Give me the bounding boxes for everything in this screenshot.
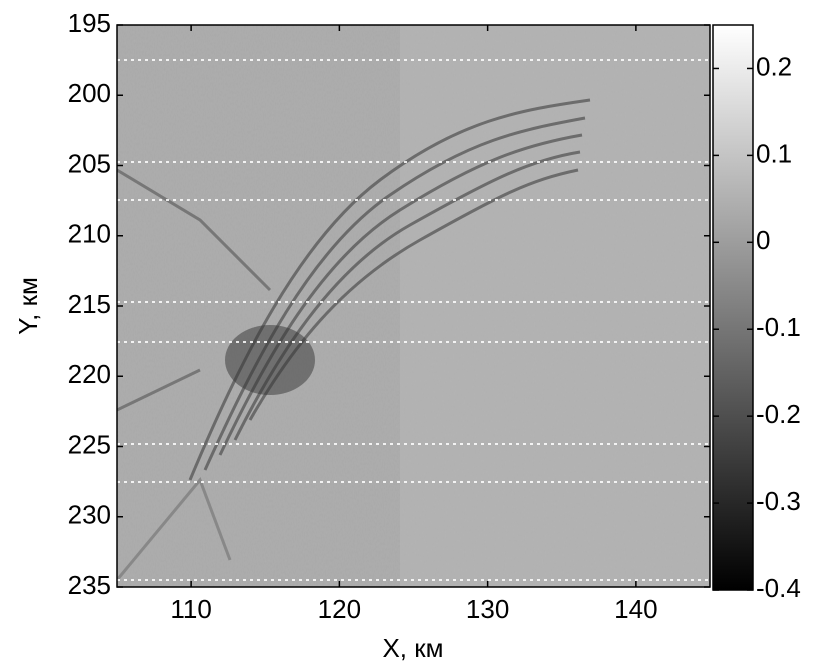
y-tick-label: 195 — [68, 8, 111, 38]
colorbar-tick-label: -0.3 — [756, 486, 801, 516]
y-tick-label: 230 — [68, 500, 111, 530]
x-tick-label: 140 — [614, 594, 657, 624]
colorbar-tick-label: 0.2 — [756, 51, 792, 81]
y-tick-label: 215 — [68, 289, 111, 319]
x-tick-label: 120 — [318, 594, 361, 624]
colorbar — [712, 24, 754, 591]
x-axis-label: X, км — [382, 633, 443, 663]
x-tick-label: 130 — [466, 594, 509, 624]
y-tick-label: 220 — [68, 359, 111, 389]
x-tick-label: 110 — [170, 594, 211, 624]
image — [117, 25, 710, 587]
y-tick-label: 235 — [68, 570, 111, 600]
colorbar-tick-label: -0.1 — [756, 312, 801, 342]
colorbar-tick-label: 0 — [756, 225, 770, 255]
y-tick-label: 225 — [68, 429, 111, 459]
colorbar-tick-label: -0.2 — [756, 399, 801, 429]
y-tick-label: 210 — [68, 219, 111, 249]
colorbar-tick-label: -0.4 — [756, 573, 801, 603]
colorbar-tick-label: 0.1 — [756, 138, 792, 168]
y-tick-label: 200 — [68, 78, 111, 108]
y-tick-label: 205 — [68, 148, 111, 178]
y-axis-label: Y, км — [13, 277, 43, 335]
